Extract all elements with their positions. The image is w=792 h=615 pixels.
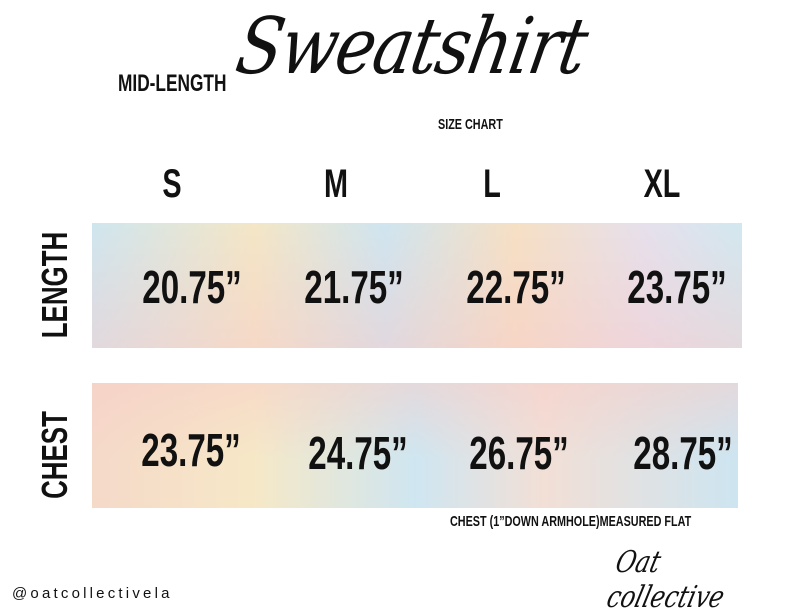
- size-chart-caption: SIZE CHART: [438, 116, 503, 133]
- size-header-l: L: [483, 162, 501, 206]
- chest-value-l: 26.75”: [469, 427, 569, 479]
- length-value-l: 22.75”: [466, 261, 566, 313]
- chest-value-s: 23.75”: [141, 424, 241, 476]
- measurement-note: CHEST (1”DOWN ARMHOLE)MEASURED FLAT: [450, 513, 692, 530]
- brand-logo: Oat collective: [603, 545, 728, 615]
- length-value-xl: 23.75”: [627, 261, 727, 313]
- row-label-chest: CHEST: [34, 411, 75, 499]
- chest-value-m: 24.75”: [308, 427, 408, 479]
- chest-value-xl: 28.75”: [633, 427, 733, 479]
- chest-row-band: [92, 383, 738, 508]
- social-handle: @oatcollectivela: [12, 585, 173, 602]
- row-label-length: LENGTH: [34, 231, 75, 339]
- size-header-m: M: [324, 162, 348, 206]
- length-value-s: 20.75”: [142, 261, 242, 313]
- title-script: Sweatshirt: [229, 2, 593, 92]
- size-header-s: S: [162, 162, 182, 206]
- length-value-m: 21.75”: [304, 261, 404, 313]
- length-row-band: [92, 223, 742, 348]
- size-header-xl: XL: [643, 162, 681, 206]
- subtitle: MID-LENGTH: [118, 70, 227, 97]
